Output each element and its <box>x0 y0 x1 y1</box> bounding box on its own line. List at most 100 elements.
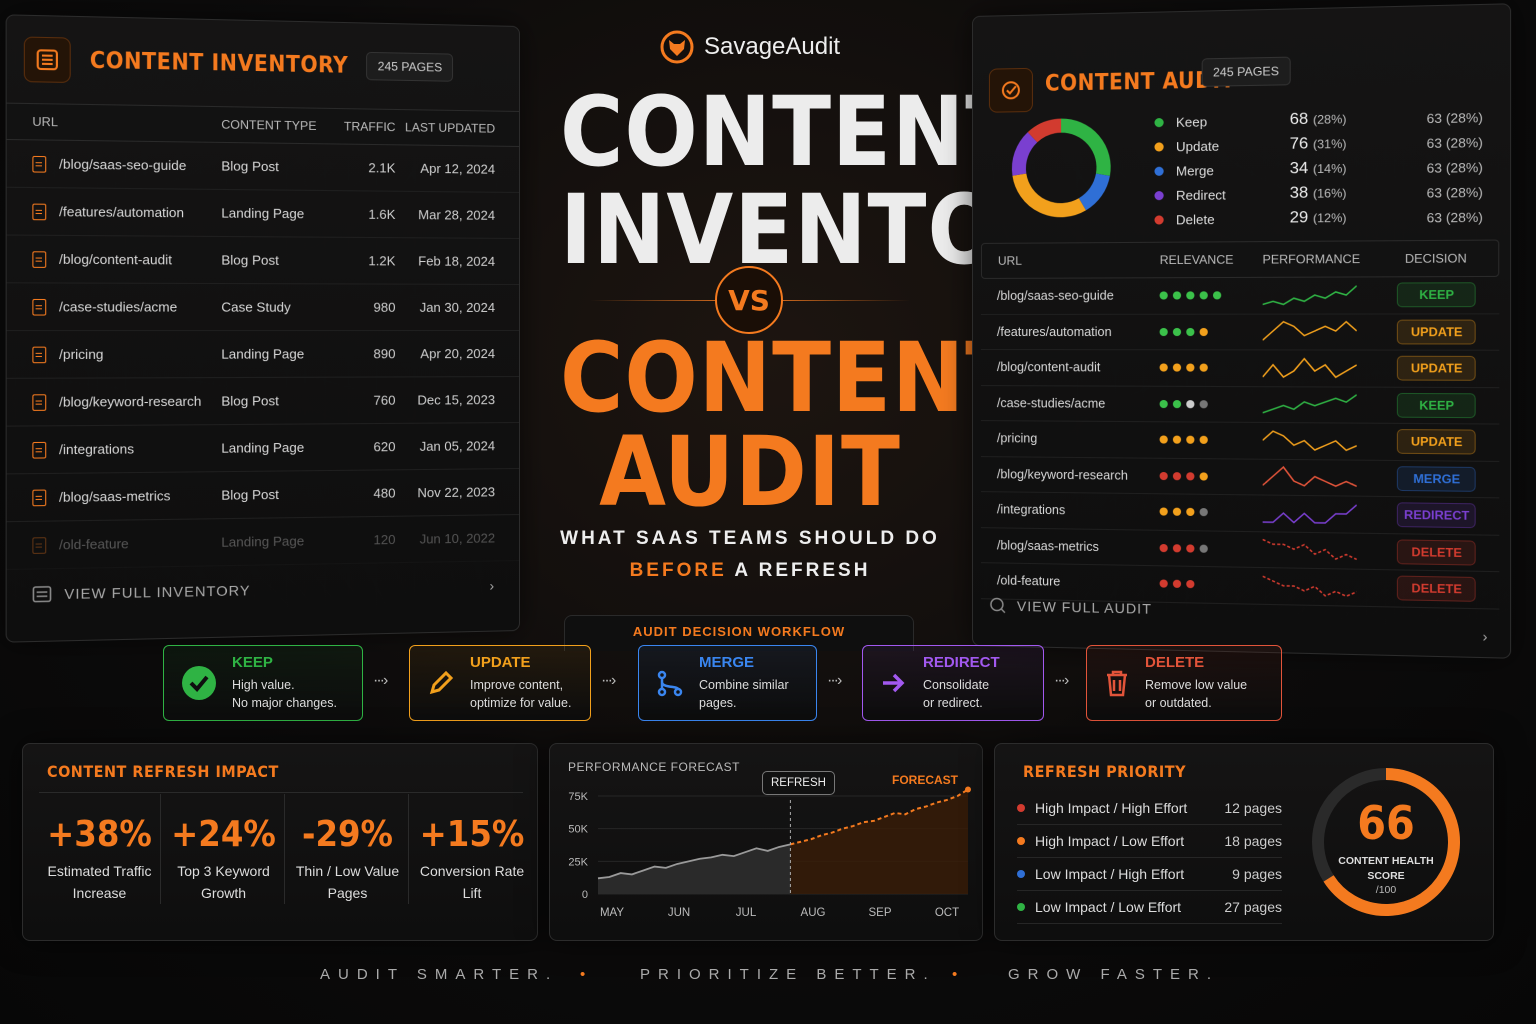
row-url[interactable]: /blog/keyword-research <box>59 393 202 410</box>
tagline-2: PRIORITIZE BETTER. <box>640 966 936 983</box>
workflow-step-redirect[interactable]: REDIRECT Consolidate or redirect. <box>862 645 1044 721</box>
table-row[interactable]: /case-studies/acme Case Study 980 Jan 30… <box>6 283 520 332</box>
col-url[interactable]: URL <box>32 114 58 130</box>
performance-forecast-panel: PERFORMANCE FORECAST 75K 50K 25K 0 MAY JUN JUL… <box>549 743 983 941</box>
decision-badge[interactable]: KEEP <box>1397 282 1477 308</box>
x-tick-label: JUL <box>736 907 757 919</box>
row-traffic: 120 <box>373 531 396 548</box>
y-tick-label: 0 <box>582 889 588 901</box>
relevance-dots <box>1159 471 1262 481</box>
view-full-inventory-link[interactable]: VIEW FULL INVENTORY › <box>7 561 519 620</box>
col-last-updated[interactable]: LAST UPDATED <box>405 120 496 136</box>
table-row[interactable]: /integrations Landing Page 620 Jan 05, 2… <box>6 423 520 475</box>
table-row[interactable]: /features/automation Landing Page 1.6K M… <box>6 187 520 239</box>
col-decision[interactable]: DECISION <box>1404 251 1467 266</box>
decision-badge[interactable]: KEEP <box>1397 392 1477 418</box>
table-row[interactable]: /features/automation UPDATE <box>980 313 1500 351</box>
col-performance[interactable]: PERFORMANCE <box>1262 251 1361 267</box>
relevance-dot <box>1199 363 1208 372</box>
decision-badge[interactable]: UPDATE <box>1397 319 1477 345</box>
arrow-right-icon <box>879 668 909 698</box>
decision-badge[interactable]: REDIRECT <box>1397 502 1477 529</box>
decision-badge[interactable]: MERGE <box>1397 465 1477 492</box>
x-tick-label: SEP <box>868 907 891 919</box>
row-url[interactable]: /case-studies/acme <box>59 299 178 315</box>
table-row[interactable]: /blog/saas-seo-guide KEEP <box>980 276 1500 315</box>
refresh-priority-panel: REFRESH PRIORITY High Impact / High Effo… <box>994 743 1494 941</box>
workflow-step-update[interactable]: UPDATE Improve content, optimize for value… <box>409 645 591 721</box>
table-row[interactable]: /old-feature Landing Page 120 Jun 10, 20… <box>6 515 520 570</box>
table-row[interactable]: /blog/keyword-research Blog Post 760 Dec… <box>6 377 520 427</box>
legend-name: Redirect <box>1175 186 1226 203</box>
tagline-sep-1: • <box>580 966 586 983</box>
col-content-type[interactable]: CONTENT TYPE <box>221 117 317 134</box>
row-updated: Jan 30, 2024 <box>419 299 496 315</box>
table-row[interactable]: /case-studies/acme KEEP <box>980 385 1500 425</box>
table-row[interactable]: /blog/saas-seo-guide Blog Post 2.1K Apr … <box>6 140 520 193</box>
stat-label-2: Pages <box>327 884 368 901</box>
row-url[interactable]: /integrations <box>996 502 1066 518</box>
workflow-step-merge[interactable]: MERGE Combine similar pages. <box>638 645 817 721</box>
relevance-dots <box>1159 399 1262 409</box>
workflow-title: AUDIT DECISION WORKFLOW <box>564 615 914 651</box>
step-desc-2: No major changes. <box>232 696 337 710</box>
table-row[interactable]: /blog/saas-metrics Blog Post 480 Nov 22,… <box>6 469 520 523</box>
chevron-right-icon[interactable]: › <box>489 577 496 594</box>
priority-row[interactable]: High Impact / Low Effort 18 pages <box>1017 825 1282 858</box>
col-traffic[interactable]: TRAFFIC <box>343 119 396 135</box>
stat-label-2: Increase <box>72 884 127 901</box>
content-inventory-panel: CONTENT INVENTORY 245 PAGES URL CONTENT … <box>5 14 520 643</box>
row-url[interactable]: /integrations <box>59 441 135 458</box>
legend-dot <box>1154 117 1164 127</box>
priority-row[interactable]: High Impact / High Effort 12 pages <box>1017 792 1282 825</box>
table-row[interactable]: /pricing UPDATE <box>980 421 1500 462</box>
row-url[interactable]: /features/automation <box>59 203 185 221</box>
decision-badge[interactable]: DELETE <box>1397 539 1477 566</box>
col-relevance[interactable]: RELEVANCE <box>1159 252 1234 268</box>
workflow-step-keep[interactable]: KEEP High value. No major changes. <box>163 645 363 721</box>
stat-label-2: Lift <box>462 884 482 901</box>
chevron-right-icon[interactable]: › <box>1482 627 1489 645</box>
forecast-area <box>790 789 968 894</box>
table-row[interactable]: /pricing Landing Page 890 Apr 20, 2024 <box>6 331 520 379</box>
performance-sparkline <box>1263 499 1357 525</box>
hero-subtitle-1: WHAT SAAS TEAMS SHOULD DO <box>560 528 940 549</box>
legend-value: 76 (31%) <box>1289 135 1347 153</box>
row-type: Landing Page <box>221 533 305 550</box>
row-url[interactable]: /blog/content-audit <box>996 360 1101 375</box>
row-url[interactable]: /blog/keyword-research <box>996 467 1128 483</box>
row-url[interactable]: /blog/saas-seo-guide <box>996 288 1114 304</box>
table-row[interactable]: /blog/content-audit UPDATE <box>980 350 1500 388</box>
table-row[interactable]: /blog/content-audit Blog Post 1.2K Feb 1… <box>6 235 520 285</box>
row-url[interactable]: /blog/saas-metrics <box>996 538 1099 554</box>
impact-stat: +38% Estimated Traffic Increase <box>39 794 161 904</box>
audit-count-badge: 245 PAGES <box>1201 56 1291 87</box>
decision-badge[interactable]: UPDATE <box>1397 356 1477 382</box>
priority-row[interactable]: Low Impact / Low Effort 27 pages <box>1017 891 1282 924</box>
relevance-dots <box>1159 435 1262 445</box>
step-desc-2: pages. <box>699 696 737 710</box>
stat-label-1: Thin / Low Value <box>295 863 400 879</box>
row-url[interactable]: /pricing <box>59 346 104 363</box>
impact-stat: +15% Conversion Rate Lift <box>411 794 533 904</box>
document-icon <box>32 155 47 173</box>
inventory-rows: /blog/saas-seo-guide Blog Post 2.1K Apr … <box>6 140 520 570</box>
refresh-impact-panel: CONTENT REFRESH IMPACT +38% Estimated Tra… <box>22 743 538 941</box>
row-url[interactable]: /blog/content-audit <box>59 251 172 268</box>
row-url[interactable]: /case-studies/acme <box>996 395 1106 411</box>
brand-name: SavageAudit <box>704 33 841 60</box>
row-url[interactable]: /blog/saas-seo-guide <box>59 156 187 174</box>
view-full-audit-link[interactable]: VIEW FULL AUDIT › <box>989 577 1489 645</box>
audit-icon <box>988 67 1033 113</box>
legend-value: 38 (16%) <box>1289 184 1347 202</box>
row-url[interactable]: /old-feature <box>59 535 129 553</box>
priority-row[interactable]: Low Impact / High Effort 9 pages <box>1017 858 1282 891</box>
workflow-step-delete[interactable]: DELETE Remove low value or outdated. <box>1086 645 1282 721</box>
row-url[interactable]: /blog/saas-metrics <box>59 488 171 505</box>
decision-badge[interactable]: UPDATE <box>1397 429 1477 455</box>
relevance-dot <box>1185 399 1195 409</box>
row-url[interactable]: /pricing <box>996 431 1038 446</box>
row-url[interactable]: /features/automation <box>996 324 1112 339</box>
col-url[interactable]: URL <box>997 253 1022 268</box>
row-traffic: 2.1K <box>368 160 396 176</box>
